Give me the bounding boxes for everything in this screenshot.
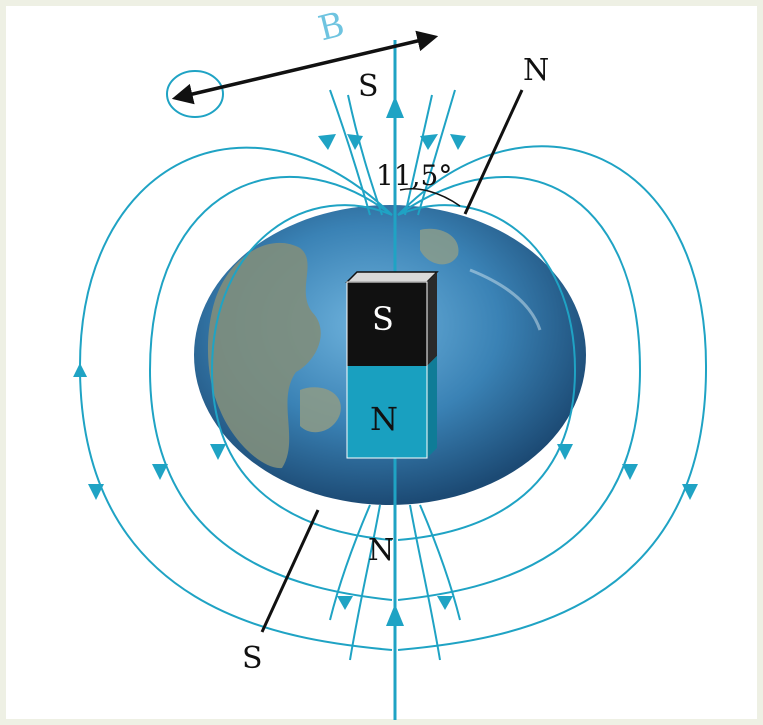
b-vector-line xyxy=(171,30,439,105)
label-axis-s: S xyxy=(242,641,263,676)
field-line-right-top-1 xyxy=(417,89,456,216)
magnet-south-pole xyxy=(347,282,427,366)
arrow-right-mid xyxy=(622,464,638,480)
bar-magnet xyxy=(345,271,439,459)
magnet-north-pole xyxy=(347,366,427,458)
arrow-bottom-right xyxy=(437,596,453,610)
field-lines xyxy=(73,89,708,661)
field-line-left-top-1 xyxy=(329,89,371,216)
field-line-left-bottom-1 xyxy=(349,504,381,661)
angle-arc xyxy=(399,188,461,207)
label-field-vector: B xyxy=(315,5,349,50)
field-arrows xyxy=(88,134,698,610)
arrow-left-mid xyxy=(152,464,168,480)
axis-arrow-top xyxy=(386,96,404,118)
field-line-inner-right xyxy=(397,204,577,541)
field-line-right-bottom-1 xyxy=(409,504,441,661)
label-bottom-n: N xyxy=(368,533,394,568)
arrow-top-left-2 xyxy=(347,134,363,150)
field-line-right-bottom-2 xyxy=(419,504,461,621)
field-line-left-bottom-2 xyxy=(329,504,371,621)
label-magnet-n: N xyxy=(370,400,398,438)
arrow-right-outer xyxy=(682,484,698,500)
field-line-mid-right xyxy=(397,176,642,601)
rotation-axis-upper xyxy=(463,89,524,215)
field-line-mid-left xyxy=(148,176,393,601)
arrow-top-left-1 xyxy=(318,134,336,150)
label-top-s: S xyxy=(358,69,379,104)
arrow-left-outer xyxy=(88,484,104,500)
rotation-axis-lower xyxy=(260,509,320,633)
label-axis-n: N xyxy=(523,53,549,88)
arrow-top-right-1 xyxy=(450,134,466,150)
arrow-right-inner xyxy=(557,444,573,460)
arrow-top-right-2 xyxy=(420,134,438,150)
field-line-right-top-2 xyxy=(404,94,433,216)
axis-arrow-bottom xyxy=(386,604,404,626)
arrow-bottom-left xyxy=(337,596,353,610)
field-line-inner-left xyxy=(210,204,393,541)
field-line-left-top-2 xyxy=(347,94,383,216)
field-line-outer-right xyxy=(397,145,708,651)
label-magnet-s: S xyxy=(372,300,394,338)
arrow-left-inner xyxy=(210,444,226,460)
label-angle: 11,5° xyxy=(376,159,452,192)
